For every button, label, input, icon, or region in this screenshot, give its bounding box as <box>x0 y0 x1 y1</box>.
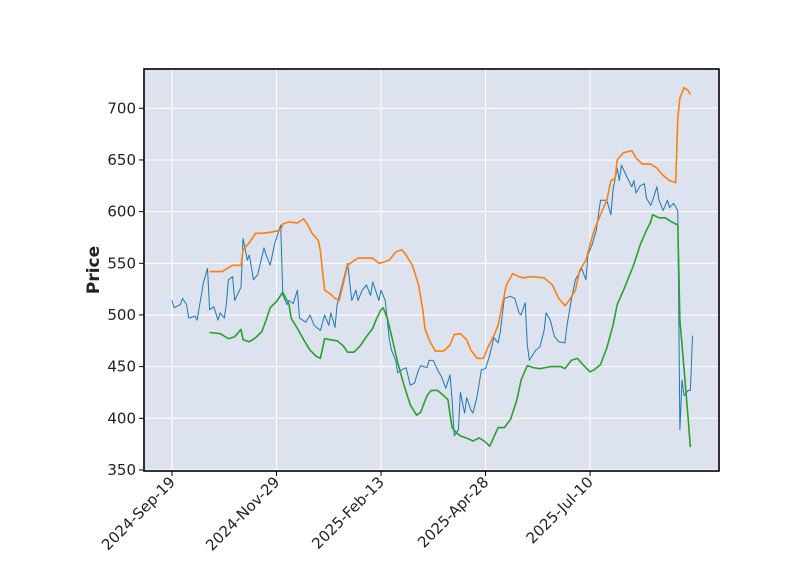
y-tick-label: 500 <box>107 306 136 324</box>
y-axis: 350 400 450 500 550 600 650 700 <box>107 99 144 479</box>
x-tick-label: 2024-Nov-29 <box>202 473 283 554</box>
y-tick-label: 600 <box>107 203 136 221</box>
y-tick-label: 400 <box>107 409 136 427</box>
y-axis-label: Price <box>84 246 104 294</box>
plot-frame <box>143 68 720 472</box>
series-line-1 <box>209 86 692 360</box>
x-tick-label: 2025-Apr-28 <box>414 473 492 551</box>
y-tick-label: 350 <box>107 461 136 479</box>
series-line-0 <box>171 164 693 437</box>
y-tick-label: 450 <box>107 358 136 376</box>
grid <box>144 69 719 471</box>
y-tick-label: 700 <box>107 99 136 117</box>
x-tick-label: 2024-Sep-19 <box>98 473 179 554</box>
x-tick-label: 2025-Feb-13 <box>308 473 388 553</box>
x-axis: 2024-Sep-19 2024-Nov-29 2025-Feb-13 2025-Ap… <box>98 471 597 554</box>
x-tick-label: 2025-Jul-10 <box>523 473 597 547</box>
y-tick-label: 550 <box>107 254 136 272</box>
series-line-2 <box>209 213 692 448</box>
y-tick-label: 650 <box>107 151 136 169</box>
series-lines <box>171 86 693 448</box>
plot-area <box>144 69 719 471</box>
